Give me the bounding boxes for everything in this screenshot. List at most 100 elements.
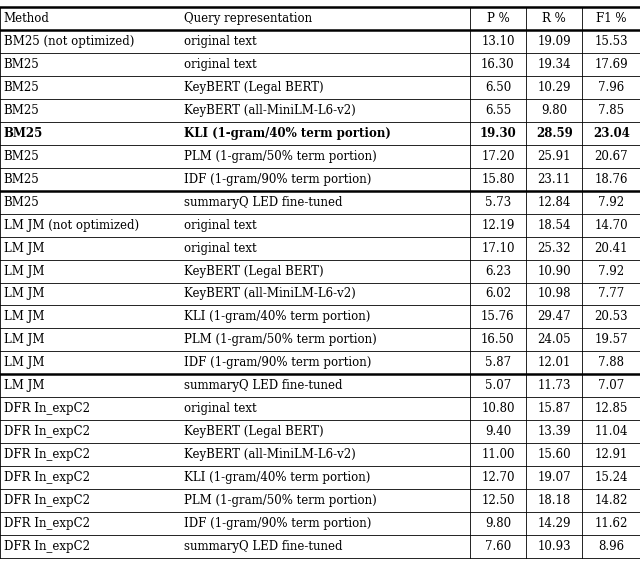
Text: 15.24: 15.24 xyxy=(595,471,628,484)
Text: 6.23: 6.23 xyxy=(485,264,511,277)
Text: 7.92: 7.92 xyxy=(598,195,624,208)
Text: 19.57: 19.57 xyxy=(595,333,628,346)
Text: BM25: BM25 xyxy=(4,81,40,94)
Text: 12.91: 12.91 xyxy=(595,448,628,462)
Text: BM25: BM25 xyxy=(4,58,40,71)
Text: 10.80: 10.80 xyxy=(481,402,515,415)
Text: 9.80: 9.80 xyxy=(485,517,511,531)
Text: 17.10: 17.10 xyxy=(481,241,515,255)
Text: KeyBERT (all-MiniLM-L6-v2): KeyBERT (all-MiniLM-L6-v2) xyxy=(184,103,356,117)
Text: 10.93: 10.93 xyxy=(538,540,571,553)
Text: 28.59: 28.59 xyxy=(536,127,573,140)
Text: DFR In_expC2: DFR In_expC2 xyxy=(4,402,90,415)
Text: DFR In_expC2: DFR In_expC2 xyxy=(4,540,90,553)
Text: summaryQ LED fine-tuned: summaryQ LED fine-tuned xyxy=(184,540,343,553)
Text: 15.53: 15.53 xyxy=(595,34,628,48)
Text: 19.30: 19.30 xyxy=(479,127,516,140)
Text: 24.05: 24.05 xyxy=(538,333,571,346)
Text: IDF (1-gram/90% term portion): IDF (1-gram/90% term portion) xyxy=(184,172,372,186)
Text: 7.07: 7.07 xyxy=(598,379,625,393)
Text: 7.88: 7.88 xyxy=(598,357,624,370)
Text: 10.98: 10.98 xyxy=(538,288,571,301)
Text: 12.01: 12.01 xyxy=(538,357,571,370)
Text: 11.04: 11.04 xyxy=(595,425,628,438)
Text: original text: original text xyxy=(184,402,257,415)
Text: 15.76: 15.76 xyxy=(481,310,515,324)
Text: Method: Method xyxy=(4,12,50,25)
Text: 5.87: 5.87 xyxy=(485,357,511,370)
Text: DFR In_expC2: DFR In_expC2 xyxy=(4,471,90,484)
Text: R %: R % xyxy=(542,12,566,25)
Text: KLI (1-gram/40% term portion): KLI (1-gram/40% term portion) xyxy=(184,471,371,484)
Text: 15.87: 15.87 xyxy=(538,402,571,415)
Text: 7.85: 7.85 xyxy=(598,103,624,117)
Text: 9.80: 9.80 xyxy=(541,103,567,117)
Text: PLM (1-gram/50% term portion): PLM (1-gram/50% term portion) xyxy=(184,150,377,163)
Text: original text: original text xyxy=(184,34,257,48)
Text: summaryQ LED fine-tuned: summaryQ LED fine-tuned xyxy=(184,195,343,208)
Text: 12.84: 12.84 xyxy=(538,195,571,208)
Text: 14.82: 14.82 xyxy=(595,494,628,507)
Text: 25.32: 25.32 xyxy=(538,241,571,255)
Text: KLI (1-gram/40% term portion): KLI (1-gram/40% term portion) xyxy=(184,310,371,324)
Text: KLI (1-gram/40% term portion): KLI (1-gram/40% term portion) xyxy=(184,127,391,140)
Text: 17.20: 17.20 xyxy=(481,150,515,163)
Text: BM25: BM25 xyxy=(4,172,40,186)
Text: KeyBERT (Legal BERT): KeyBERT (Legal BERT) xyxy=(184,425,324,438)
Text: 25.91: 25.91 xyxy=(538,150,571,163)
Text: LM JM: LM JM xyxy=(4,333,44,346)
Text: 29.47: 29.47 xyxy=(538,310,571,324)
Text: 18.18: 18.18 xyxy=(538,494,571,507)
Text: LM JM (not optimized): LM JM (not optimized) xyxy=(4,219,139,232)
Text: LM JM: LM JM xyxy=(4,310,44,324)
Text: 19.09: 19.09 xyxy=(538,34,571,48)
Text: 18.54: 18.54 xyxy=(538,219,571,232)
Text: 7.60: 7.60 xyxy=(484,540,511,553)
Text: 7.92: 7.92 xyxy=(598,264,624,277)
Text: 10.90: 10.90 xyxy=(538,264,571,277)
Text: 11.00: 11.00 xyxy=(481,448,515,462)
Text: 23.04: 23.04 xyxy=(593,127,630,140)
Text: LM JM: LM JM xyxy=(4,357,44,370)
Text: DFR In_expC2: DFR In_expC2 xyxy=(4,425,90,438)
Text: original text: original text xyxy=(184,219,257,232)
Text: 16.30: 16.30 xyxy=(481,58,515,71)
Text: 6.55: 6.55 xyxy=(484,103,511,117)
Text: 19.07: 19.07 xyxy=(538,471,571,484)
Text: LM JM: LM JM xyxy=(4,288,44,301)
Text: 13.39: 13.39 xyxy=(538,425,571,438)
Text: 11.62: 11.62 xyxy=(595,517,628,531)
Text: PLM (1-gram/50% term portion): PLM (1-gram/50% term portion) xyxy=(184,333,377,346)
Text: 6.50: 6.50 xyxy=(484,81,511,94)
Text: BM25 (not optimized): BM25 (not optimized) xyxy=(4,34,134,48)
Text: Query representation: Query representation xyxy=(184,12,312,25)
Text: P %: P % xyxy=(486,12,509,25)
Text: KeyBERT (all-MiniLM-L6-v2): KeyBERT (all-MiniLM-L6-v2) xyxy=(184,288,356,301)
Text: IDF (1-gram/90% term portion): IDF (1-gram/90% term portion) xyxy=(184,357,372,370)
Text: 10.29: 10.29 xyxy=(538,81,571,94)
Text: 7.96: 7.96 xyxy=(598,81,625,94)
Text: 12.85: 12.85 xyxy=(595,402,628,415)
Text: 14.70: 14.70 xyxy=(595,219,628,232)
Text: original text: original text xyxy=(184,58,257,71)
Text: 15.80: 15.80 xyxy=(481,172,515,186)
Text: 11.73: 11.73 xyxy=(538,379,571,393)
Text: LM JM: LM JM xyxy=(4,264,44,277)
Text: 20.53: 20.53 xyxy=(595,310,628,324)
Text: 7.77: 7.77 xyxy=(598,288,625,301)
Text: original text: original text xyxy=(184,241,257,255)
Text: PLM (1-gram/50% term portion): PLM (1-gram/50% term portion) xyxy=(184,494,377,507)
Text: IDF (1-gram/90% term portion): IDF (1-gram/90% term portion) xyxy=(184,517,372,531)
Text: 20.41: 20.41 xyxy=(595,241,628,255)
Text: 13.10: 13.10 xyxy=(481,34,515,48)
Text: 19.34: 19.34 xyxy=(538,58,571,71)
Text: 5.73: 5.73 xyxy=(484,195,511,208)
Text: LM JM: LM JM xyxy=(4,379,44,393)
Text: 18.76: 18.76 xyxy=(595,172,628,186)
Text: 16.50: 16.50 xyxy=(481,333,515,346)
Text: 12.19: 12.19 xyxy=(481,219,515,232)
Text: 6.02: 6.02 xyxy=(485,288,511,301)
Text: 12.70: 12.70 xyxy=(481,471,515,484)
Text: 23.11: 23.11 xyxy=(538,172,571,186)
Text: KeyBERT (all-MiniLM-L6-v2): KeyBERT (all-MiniLM-L6-v2) xyxy=(184,448,356,462)
